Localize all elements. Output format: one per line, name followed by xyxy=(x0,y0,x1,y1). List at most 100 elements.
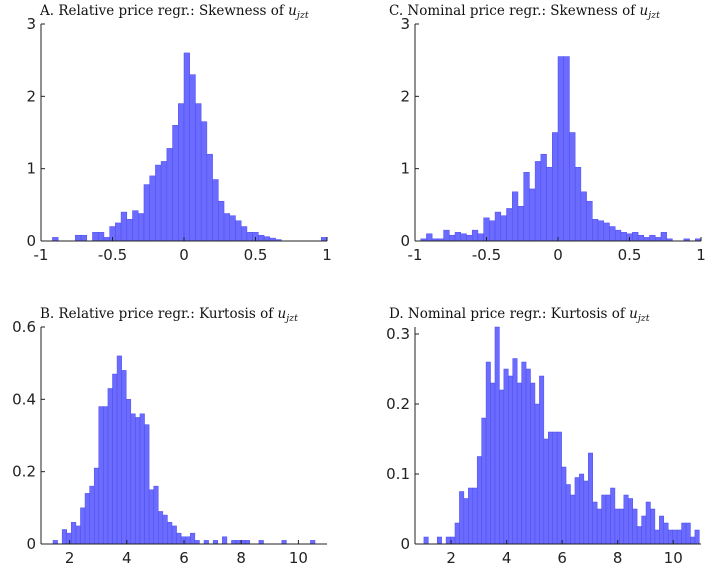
y-tick-label: 0 xyxy=(400,535,410,553)
histogram-bar xyxy=(218,200,225,242)
histogram-bar xyxy=(570,494,576,545)
histogram-bar xyxy=(246,232,253,242)
histogram-bar xyxy=(84,493,90,545)
histogram-bar xyxy=(539,375,545,545)
histogram-bar xyxy=(667,529,673,545)
y-tick-label: 2 xyxy=(26,87,36,105)
histogram-bar xyxy=(459,491,465,545)
y-tick-label: 0.4 xyxy=(12,390,36,408)
histogram-bar xyxy=(135,417,141,545)
y-tick-label: 0 xyxy=(26,232,36,250)
histogram-bar xyxy=(423,536,429,545)
histogram-bar xyxy=(620,232,627,242)
histogram-bar xyxy=(614,508,620,545)
histogram-bar xyxy=(454,522,460,545)
histogram-bar xyxy=(144,424,150,545)
y-tick-label: 0.1 xyxy=(386,465,410,483)
histogram-bar xyxy=(194,540,200,545)
histogram-bar xyxy=(561,466,567,545)
y-tick-label: 0 xyxy=(400,232,410,250)
histogram-bar xyxy=(149,175,156,242)
histogram-bar xyxy=(426,233,433,242)
histogram-bar xyxy=(694,529,700,545)
histogram-bar xyxy=(660,232,667,242)
histogram-bar xyxy=(235,540,241,545)
histogram-bar xyxy=(641,515,647,545)
histogram-bar xyxy=(148,489,154,545)
histogram-bar xyxy=(481,417,487,545)
histogram-bar xyxy=(506,208,513,242)
histogram-bar xyxy=(477,233,484,242)
histogram-bar xyxy=(645,501,651,545)
histogram-bar xyxy=(200,121,208,242)
histogram-bar xyxy=(52,540,58,545)
x-tick-label: 0 xyxy=(179,246,189,264)
histogram-bar xyxy=(605,494,611,545)
histogram-bar xyxy=(203,540,209,545)
y-tick-label: 0.6 xyxy=(12,318,36,336)
histogram-bar xyxy=(490,382,496,545)
histogram-bar xyxy=(628,498,633,545)
histogram-bar xyxy=(609,226,616,242)
histogram-bar xyxy=(632,508,638,545)
histogram-bar xyxy=(126,219,133,242)
histogram-bar xyxy=(125,399,132,545)
histogram-bar xyxy=(468,487,473,545)
histogram-bar xyxy=(592,501,598,545)
x-tick-label: 4 xyxy=(502,549,512,567)
x-tick-label: 8 xyxy=(613,549,623,567)
histogram-bar xyxy=(592,219,599,242)
histogram-bar xyxy=(75,525,81,545)
histogram-bar xyxy=(552,431,558,545)
histogram-bar xyxy=(489,220,496,242)
histogram-bar xyxy=(466,234,473,242)
histogram-bar xyxy=(460,233,467,242)
histogram-bar xyxy=(603,222,610,242)
histogram-bar xyxy=(206,153,213,242)
histogram-bar xyxy=(172,125,179,242)
histogram-bar xyxy=(258,234,265,242)
histogram-bar xyxy=(485,361,491,545)
y-tick-label: 0.3 xyxy=(386,325,410,343)
histogram-bar xyxy=(663,522,669,545)
histogram-bar xyxy=(637,234,645,242)
histogram-bar xyxy=(588,452,593,545)
chart-title: C. Nominal price regr.: Skewness of ujzt xyxy=(389,3,660,21)
histogram-bar xyxy=(499,389,505,545)
panel-d-nominal-kurtosis: D. Nominal price regr.: Kurtosis of ujzt… xyxy=(386,306,701,567)
histogram-bar xyxy=(449,234,456,242)
histogram-bar xyxy=(263,236,271,242)
histogram-bar xyxy=(445,536,451,545)
histogram-bar xyxy=(71,522,77,545)
histogram-bar xyxy=(92,232,99,242)
histogram-bar xyxy=(525,368,531,545)
histogram-bar xyxy=(476,456,482,545)
histogram-bar xyxy=(654,237,662,242)
histogram-bar xyxy=(130,413,136,545)
histogram-bar xyxy=(685,522,691,545)
histogram-bar xyxy=(195,103,202,242)
histogram-bar xyxy=(523,172,530,242)
y-tick-label: 0.2 xyxy=(12,463,36,481)
histogram-bar xyxy=(310,540,316,545)
histogram-bar xyxy=(160,161,168,242)
histogram-bar xyxy=(500,215,507,242)
x-tick-label: 0.5 xyxy=(618,246,642,264)
histogram-bar xyxy=(512,358,518,545)
histogram-bar xyxy=(185,536,191,545)
panel-a-relative-skewness: A. Relative price regr.: Skewness of ujz… xyxy=(26,3,331,264)
histogram-bar xyxy=(543,438,549,545)
histogram-bar xyxy=(139,413,145,545)
histogram-bar xyxy=(508,375,513,545)
histogram-bar xyxy=(166,148,173,242)
y-tick-label: 0.2 xyxy=(386,395,410,413)
histogram-bar xyxy=(649,234,656,242)
x-tick-label: 2 xyxy=(65,549,75,567)
histogram-bar xyxy=(619,508,625,545)
histogram-bar xyxy=(212,540,218,545)
histogram-bar xyxy=(586,200,593,242)
histogram-bar xyxy=(158,511,164,545)
histogram-bar xyxy=(574,166,582,242)
histogram-bar xyxy=(534,161,542,242)
